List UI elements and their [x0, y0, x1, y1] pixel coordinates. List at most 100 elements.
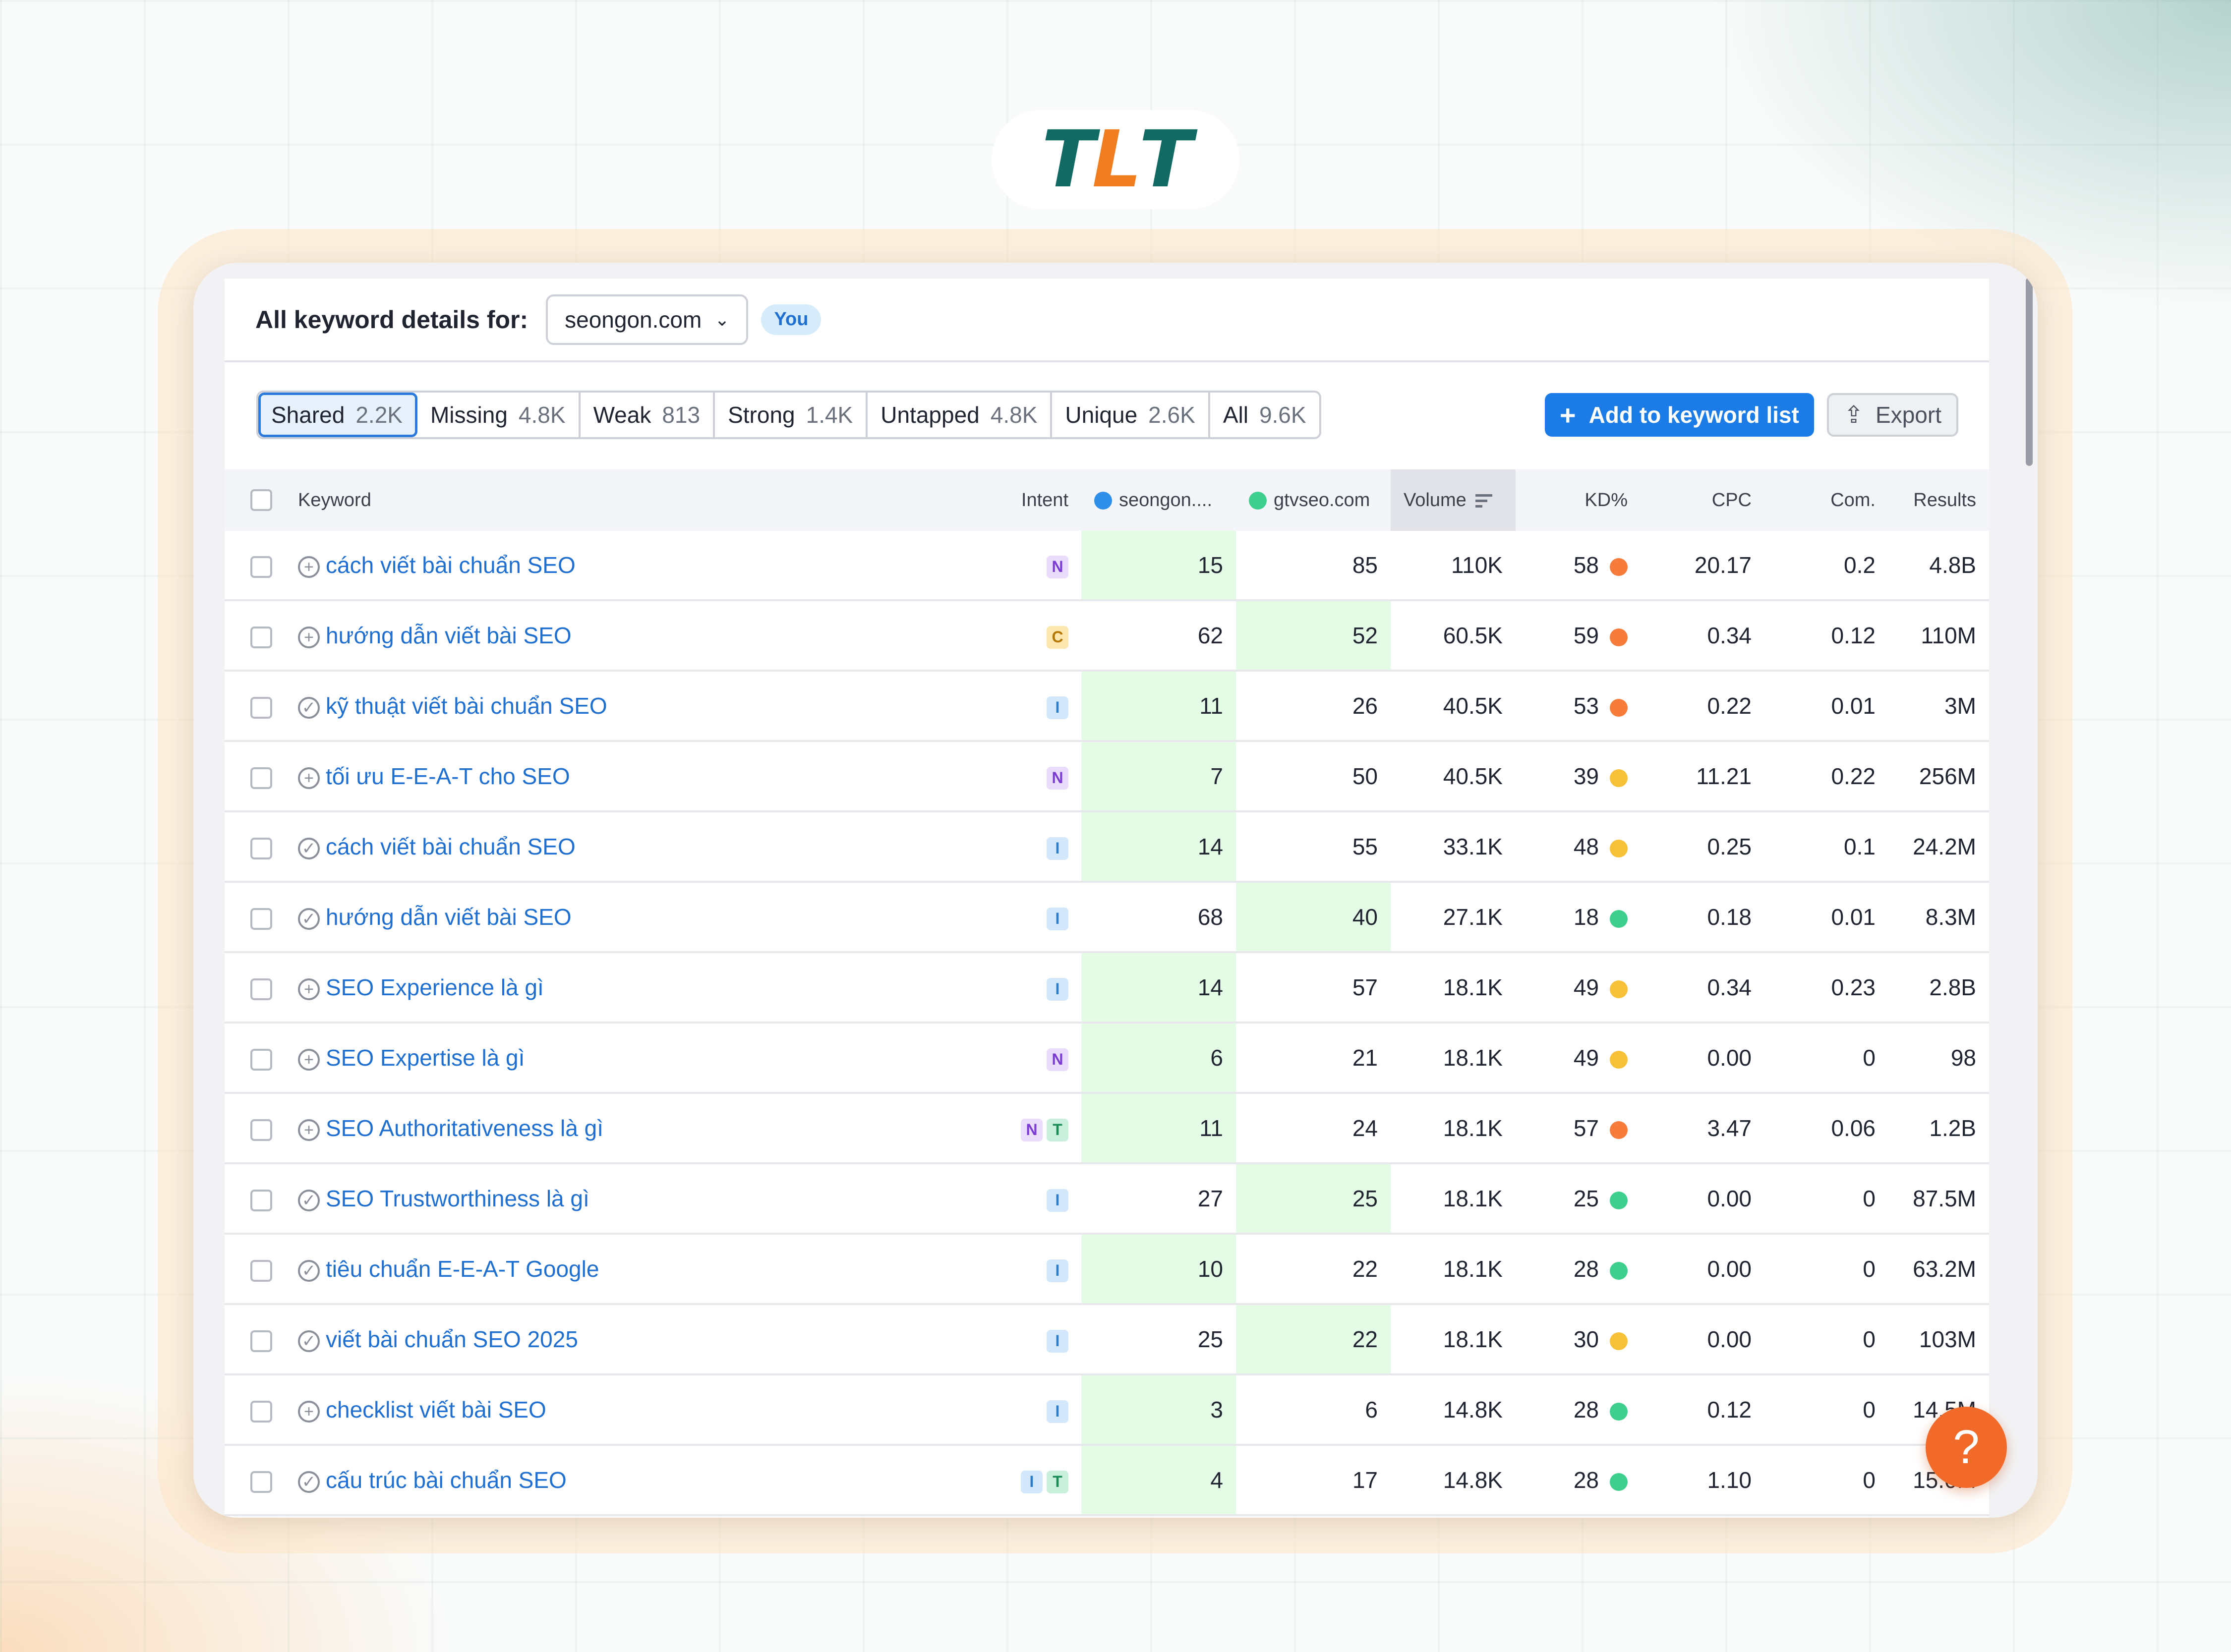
keyword-link[interactable]: SEO Authoritativeness là gì [326, 1115, 603, 1141]
results-cell: 110M [1888, 600, 1989, 672]
row-select-cell [225, 1234, 298, 1305]
kd-cell: 39 [1516, 741, 1641, 812]
check-circle-icon[interactable]: ✓ [298, 1471, 320, 1493]
domain1-position: 15 [1081, 531, 1236, 601]
row-checkbox[interactable] [250, 1119, 272, 1141]
tab-untapped[interactable]: Untapped 4.8K [868, 393, 1053, 437]
keyword-link[interactable]: cấu trúc bài chuẩn SEO [326, 1467, 567, 1493]
col-kd[interactable]: KD% [1516, 469, 1641, 531]
keyword-cell: + SEO Authoritativeness là gì [298, 1093, 997, 1164]
keyword-link[interactable]: viết bài chuẩn SEO 2025 [326, 1326, 578, 1352]
add-circle-icon[interactable]: + [298, 978, 320, 1000]
row-select-cell [225, 741, 298, 812]
kd-dot [1610, 1191, 1628, 1209]
keyword-link[interactable]: checklist viết bài SEO [326, 1397, 546, 1423]
domain2-position: 22 [1236, 1304, 1391, 1375]
add-circle-icon[interactable]: + [298, 1048, 320, 1071]
check-circle-icon[interactable]: ✓ [298, 908, 320, 930]
col-domain1[interactable]: seongon.... [1081, 469, 1236, 531]
keyword-cell: ✓ SEO Trustworthiness là gì [298, 1163, 997, 1235]
export-button[interactable]: ⇪ Export [1826, 393, 1958, 437]
row-checkbox[interactable] [250, 1259, 272, 1282]
intent-badge: I [1047, 1329, 1068, 1353]
table-row: + SEO Expertise là gì N 6 21 18.1K 49 0.00 0 98 [225, 1023, 1989, 1094]
intent-cell: I [997, 1163, 1081, 1235]
col-domain2-label: gtvseo.com [1274, 489, 1370, 511]
keyword-link[interactable]: cách viết bài chuẩn SEO [326, 834, 576, 859]
keyword-link[interactable]: SEO Expertise là gì [326, 1045, 525, 1071]
check-circle-icon[interactable]: ✓ [298, 837, 320, 859]
row-checkbox[interactable] [250, 626, 272, 648]
table-row: + hướng dẫn viết bài SEO C 62 52 60.5K 59 0.34 0… [225, 600, 1989, 672]
keyword-link[interactable]: hướng dẫn viết bài SEO [326, 623, 572, 648]
tab-unique[interactable]: Unique 2.6K [1052, 393, 1210, 437]
table-row: ✓ kỹ thuật viết bài chuẩn SEO I 11 26 40.5K 53… [225, 671, 1989, 742]
cpc-cell: 3.47 [1641, 1093, 1764, 1164]
col-keyword[interactable]: Keyword [298, 469, 997, 531]
domain2-position: 52 [1236, 600, 1391, 672]
com-cell: 0 [1764, 1234, 1888, 1305]
upload-icon: ⇪ [1843, 402, 1864, 428]
tab-weak[interactable]: Weak 813 [581, 393, 715, 437]
keyword-link[interactable]: kỹ thuật viết bài chuẩn SEO [326, 693, 607, 719]
select-all-checkbox[interactable] [250, 489, 272, 512]
keyword-link[interactable]: SEO Experience là gì [326, 974, 544, 1000]
col-results[interactable]: Results [1888, 469, 1989, 531]
keyword-cell: + hướng dẫn viết bài SEO [298, 600, 997, 672]
keyword-link[interactable]: hướng dẫn viết bài SEO [326, 904, 572, 930]
row-checkbox[interactable] [250, 1189, 272, 1211]
check-circle-icon[interactable]: ✓ [298, 696, 320, 719]
kd-cell: 48 [1516, 811, 1641, 883]
tab-shared[interactable]: Shared 2.2K [258, 393, 417, 437]
intent-cell: I [997, 1374, 1081, 1446]
kd-value: 59 [1573, 623, 1599, 648]
add-circle-icon[interactable]: + [298, 767, 320, 789]
check-circle-icon[interactable]: ✓ [298, 1330, 320, 1352]
row-checkbox[interactable] [250, 1400, 272, 1423]
tab-all[interactable]: All 9.6K [1210, 393, 1319, 437]
domain2-dot [1249, 492, 1267, 510]
results-cell: 256M [1888, 741, 1989, 812]
col-volume[interactable]: Volume [1391, 469, 1516, 531]
add-circle-icon[interactable]: + [298, 556, 320, 578]
domain-select[interactable]: seongon.com ⌄ [546, 294, 749, 345]
keyword-table: Keyword Intent seongon.... gtvseo.com Vo… [225, 469, 1989, 1516]
keyword-link[interactable]: tối ưu E-E-A-T cho SEO [326, 763, 570, 789]
com-cell: 0.2 [1764, 531, 1888, 601]
intent-badge: N [1021, 1118, 1043, 1141]
row-checkbox[interactable] [250, 978, 272, 1000]
col-com[interactable]: Com. [1764, 469, 1888, 531]
help-button[interactable]: ? [1926, 1407, 2007, 1488]
check-circle-icon[interactable]: ✓ [298, 1189, 320, 1211]
col-intent[interactable]: Intent [997, 469, 1081, 531]
domain2-position: 85 [1236, 531, 1391, 601]
col-domain2[interactable]: gtvseo.com [1236, 469, 1391, 531]
volume-cell: 18.1K [1391, 1163, 1516, 1235]
add-circle-icon[interactable]: + [298, 1119, 320, 1141]
row-checkbox[interactable] [250, 767, 272, 789]
keyword-link[interactable]: tiêu chuẩn E-E-A-T Google [326, 1256, 599, 1282]
row-checkbox[interactable] [250, 556, 272, 578]
col-cpc[interactable]: CPC [1641, 469, 1764, 531]
add-to-keyword-list-button[interactable]: + Add to keyword list [1544, 393, 1814, 437]
row-checkbox[interactable] [250, 837, 272, 859]
cpc-cell: 20.17 [1641, 531, 1764, 601]
check-circle-icon[interactable]: ✓ [298, 1259, 320, 1282]
table-row: + cách viết bài chuẩn SEO N 15 85 110K 58 20.17… [225, 531, 1989, 601]
kd-value: 28 [1573, 1397, 1599, 1423]
tab-strong[interactable]: Strong 1.4K [715, 393, 868, 437]
row-select-cell [225, 1445, 298, 1516]
row-checkbox[interactable] [250, 1471, 272, 1493]
row-checkbox[interactable] [250, 1330, 272, 1352]
row-checkbox[interactable] [250, 696, 272, 719]
add-circle-icon[interactable]: + [298, 626, 320, 648]
add-circle-icon[interactable]: + [298, 1400, 320, 1423]
keyword-link[interactable]: cách viết bài chuẩn SEO [326, 552, 576, 578]
vertical-scrollbar[interactable] [2026, 278, 2033, 466]
row-checkbox[interactable] [250, 908, 272, 930]
keyword-link[interactable]: SEO Trustworthiness là gì [326, 1186, 589, 1211]
tab-missing[interactable]: Missing 4.8K [417, 393, 581, 437]
domain1-position: 3 [1081, 1374, 1236, 1446]
row-checkbox[interactable] [250, 1048, 272, 1071]
